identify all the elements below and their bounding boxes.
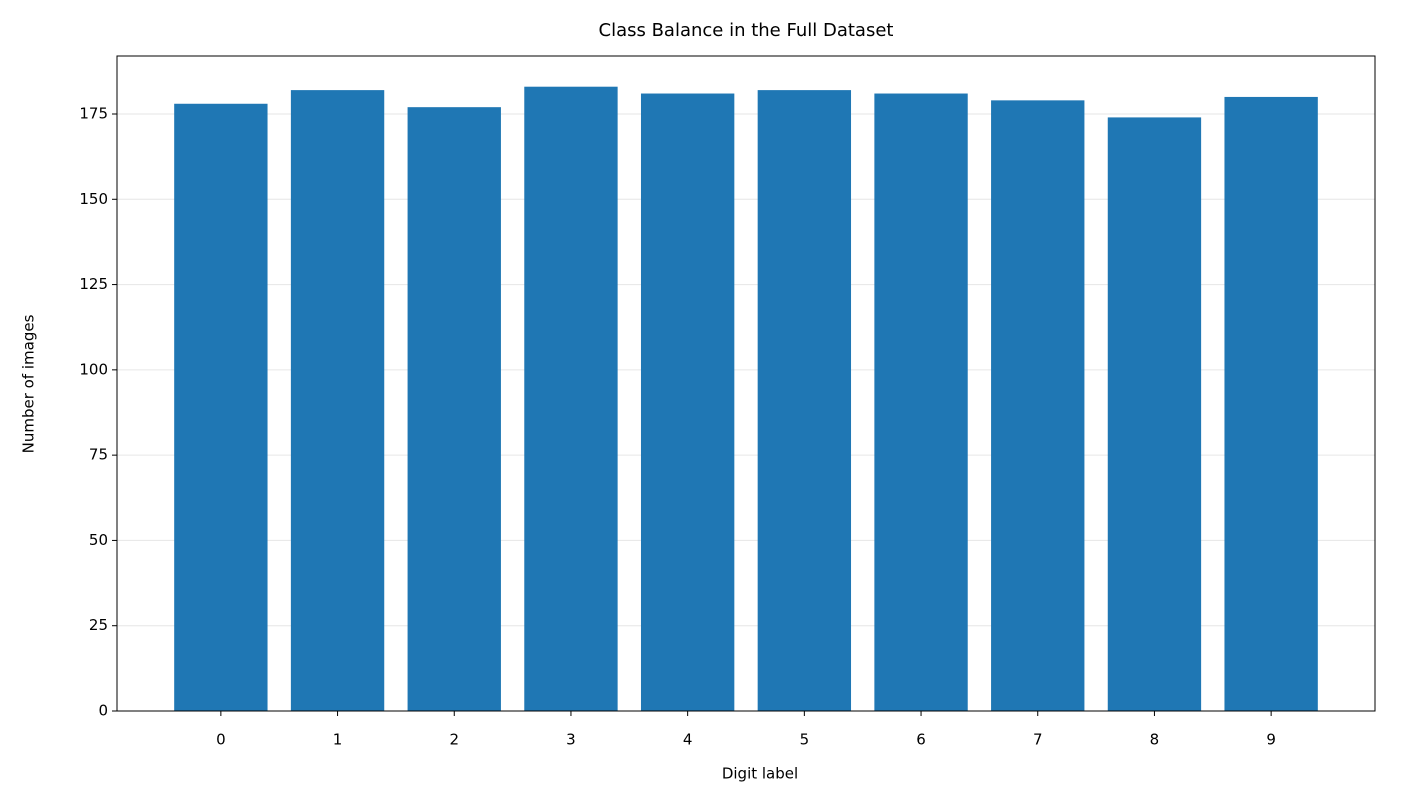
bar bbox=[524, 86, 618, 711]
bar bbox=[407, 107, 501, 711]
plot-frame bbox=[116, 55, 1376, 712]
bar bbox=[1107, 117, 1202, 711]
x-tick-label: 9 bbox=[1266, 731, 1276, 749]
x-tick-label: 2 bbox=[449, 731, 459, 749]
bar bbox=[174, 103, 268, 711]
x-tick-label: 7 bbox=[1033, 731, 1043, 749]
x-tick-label: 0 bbox=[216, 731, 226, 749]
y-tick-label: 100 bbox=[79, 360, 108, 378]
x-tick-label: 4 bbox=[683, 731, 693, 749]
y-tick-label: 175 bbox=[79, 104, 108, 122]
chart-title: Class Balance in the Full Dataset bbox=[599, 20, 894, 41]
bar bbox=[290, 90, 385, 712]
y-tick-label: 125 bbox=[79, 275, 108, 293]
y-tick-label: 25 bbox=[89, 616, 108, 634]
x-tick-label: 6 bbox=[916, 731, 926, 749]
bar bbox=[640, 93, 735, 711]
x-axis-label: Digit label bbox=[722, 765, 798, 783]
y-axis-label: Number of images bbox=[20, 314, 38, 453]
y-tick-label: 150 bbox=[79, 190, 108, 208]
y-tick-label: 75 bbox=[89, 446, 108, 464]
x-tick-label: 5 bbox=[800, 731, 810, 749]
bar bbox=[991, 100, 1085, 712]
bar bbox=[757, 90, 852, 712]
bar bbox=[1224, 96, 1318, 711]
x-tick-label: 1 bbox=[333, 731, 343, 749]
x-tick-label: 8 bbox=[1150, 731, 1160, 749]
y-tick-label: 50 bbox=[89, 531, 108, 549]
x-tick-label: 3 bbox=[566, 731, 576, 749]
bar bbox=[874, 93, 968, 711]
y-tick-label: 0 bbox=[98, 702, 108, 720]
